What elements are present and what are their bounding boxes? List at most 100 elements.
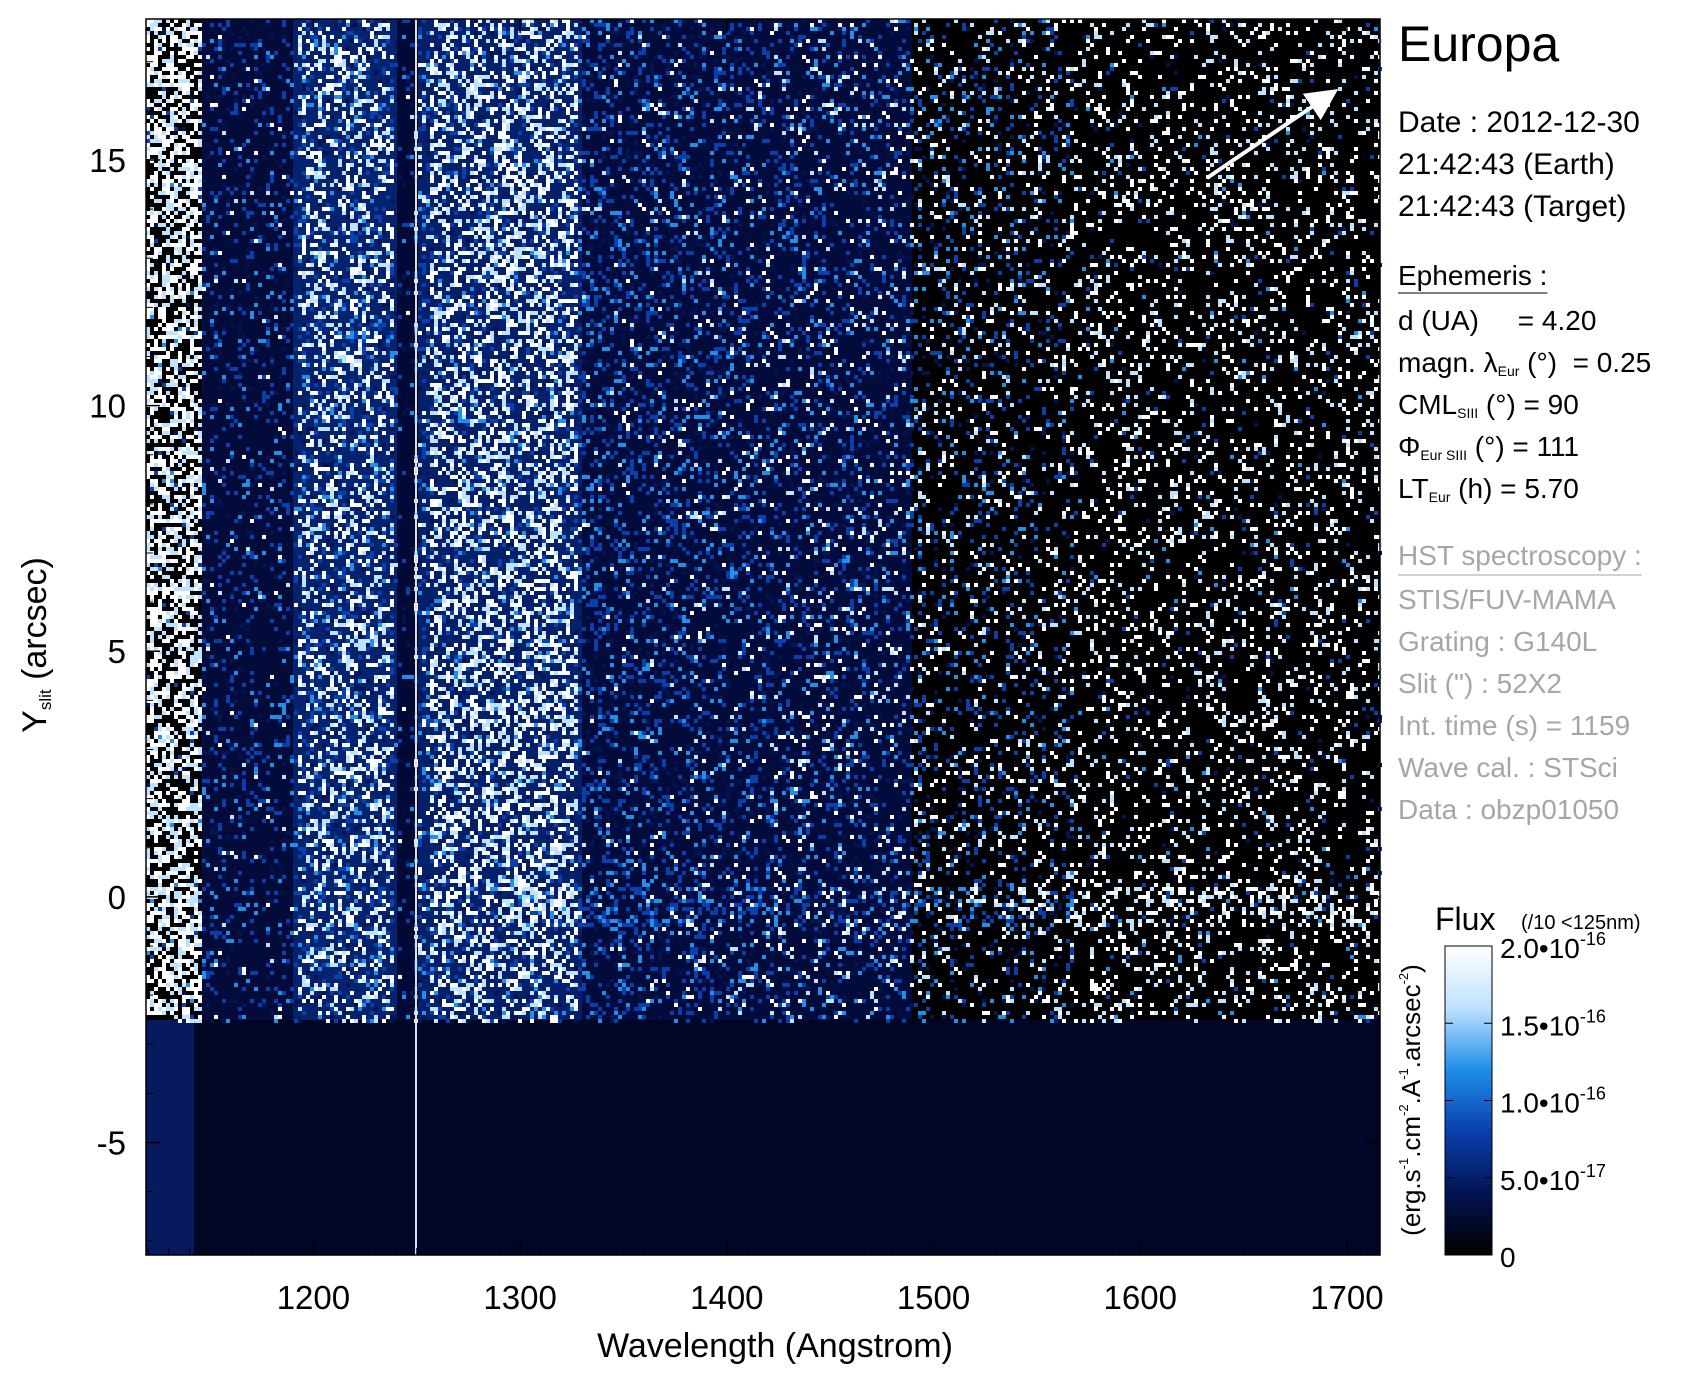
speckle — [650, 179, 654, 183]
speckle — [734, 159, 738, 163]
speckle — [674, 235, 678, 239]
speckle — [262, 87, 266, 91]
speckle — [234, 111, 238, 115]
speckle — [1086, 35, 1090, 39]
speckle — [374, 95, 378, 99]
speckle — [494, 211, 498, 215]
speckle — [570, 175, 574, 179]
speckle — [538, 139, 542, 143]
speckle — [146, 211, 150, 215]
speckle — [1038, 155, 1042, 159]
speckle — [406, 87, 410, 91]
speckle — [658, 111, 662, 115]
speckle — [310, 103, 314, 107]
speckle — [266, 247, 270, 251]
speckle — [1286, 23, 1290, 27]
speckle — [146, 71, 150, 75]
speckle — [970, 227, 974, 231]
speckle — [1266, 179, 1270, 183]
speckle — [170, 23, 174, 27]
speckle — [358, 75, 362, 79]
speckle — [502, 163, 506, 167]
speckle — [518, 71, 522, 75]
speckle — [290, 99, 294, 103]
speckle — [554, 127, 558, 131]
speckle — [410, 115, 414, 119]
speckle — [1030, 31, 1034, 35]
speckle — [198, 71, 202, 75]
speckle — [666, 63, 670, 67]
speckle — [614, 71, 618, 75]
speckle — [522, 91, 526, 95]
speckle — [1254, 151, 1258, 155]
speckle — [1066, 103, 1070, 107]
speckle — [654, 187, 658, 191]
speckle — [722, 103, 726, 107]
speckle — [530, 239, 534, 243]
speckle — [818, 75, 822, 79]
speckle — [354, 235, 358, 239]
speckle — [506, 87, 510, 91]
speckle — [546, 147, 550, 151]
speckle — [774, 151, 778, 155]
speckle — [974, 59, 978, 63]
speckle — [814, 127, 818, 131]
speckle — [422, 51, 426, 55]
speckle — [818, 171, 822, 175]
speckle — [1042, 175, 1046, 179]
speckle — [442, 23, 446, 27]
speckle — [466, 219, 470, 223]
speckle — [446, 239, 450, 243]
speckle — [906, 151, 910, 155]
speckle — [1014, 219, 1018, 223]
speckle — [574, 171, 578, 175]
speckle — [1198, 135, 1202, 139]
speckle — [330, 75, 334, 79]
speckle — [1142, 27, 1146, 31]
speckle — [742, 171, 746, 175]
speckle — [606, 199, 610, 203]
speckle — [214, 83, 218, 87]
speckle — [626, 63, 630, 67]
speckle — [726, 43, 730, 47]
speckle — [474, 123, 478, 127]
speckle — [822, 23, 826, 27]
speckle — [938, 127, 942, 131]
speckle — [646, 43, 650, 47]
speckle — [174, 147, 178, 151]
speckle — [542, 83, 546, 87]
speckle — [1226, 219, 1230, 223]
speckle — [350, 215, 354, 219]
speckle — [146, 115, 150, 119]
speckle — [638, 55, 642, 59]
speckle — [634, 87, 638, 91]
speckle — [382, 171, 386, 175]
speckle — [178, 39, 182, 43]
speckle — [538, 159, 542, 163]
speckle — [722, 211, 726, 215]
speckle — [382, 35, 386, 39]
speckle — [506, 111, 510, 115]
speckle — [1050, 31, 1054, 35]
speckle — [474, 91, 478, 95]
speckle — [958, 111, 962, 115]
speckle — [666, 59, 670, 63]
speckle — [878, 79, 882, 83]
speckle — [890, 151, 894, 155]
speckle — [610, 131, 614, 135]
speckle — [446, 187, 450, 191]
speckle — [310, 151, 314, 155]
speckle — [214, 127, 218, 131]
speckle — [898, 151, 902, 155]
speckle — [554, 203, 558, 207]
speckle — [970, 151, 974, 155]
speckle — [1094, 27, 1098, 31]
speckle — [322, 139, 326, 143]
speckle — [318, 47, 322, 51]
speckle — [346, 135, 350, 139]
speckle — [154, 163, 158, 167]
speckle — [930, 151, 934, 155]
speckle — [1226, 167, 1230, 171]
speckle — [846, 151, 850, 155]
speckle — [910, 87, 914, 91]
